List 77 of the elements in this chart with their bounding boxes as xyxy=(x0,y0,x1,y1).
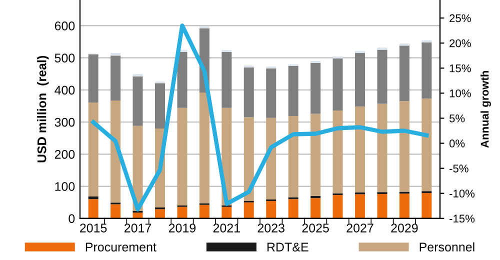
y2-tick-label: 20% xyxy=(450,39,471,48)
bar xyxy=(310,62,321,114)
bar xyxy=(110,100,121,203)
bar xyxy=(110,56,121,101)
bar xyxy=(155,209,165,218)
y-tick-label: 500 xyxy=(54,54,75,62)
bar xyxy=(177,52,188,108)
x-tick-label: 2015 xyxy=(80,224,107,232)
bar xyxy=(88,54,98,102)
y-tick-label: 100 xyxy=(55,182,75,191)
bar xyxy=(266,118,276,200)
bar xyxy=(177,108,188,206)
bar xyxy=(422,42,432,99)
bar xyxy=(199,204,210,218)
bar xyxy=(377,104,388,192)
x-tick-label: 2029 xyxy=(391,224,418,232)
bar xyxy=(399,46,410,102)
bar xyxy=(399,194,410,218)
bar xyxy=(288,116,298,198)
bar xyxy=(88,196,98,200)
y2-tick-label: -5% xyxy=(450,164,468,172)
bar xyxy=(355,52,365,107)
bar xyxy=(310,198,321,218)
bar xyxy=(377,194,388,218)
bar xyxy=(266,68,276,118)
legend-label: RDT&E xyxy=(267,242,308,252)
y2-tick-label: -15% xyxy=(450,214,475,223)
bar xyxy=(155,83,165,128)
y2-tick-label: 10% xyxy=(450,89,471,98)
bar xyxy=(288,66,298,116)
y2-tick-label: 5% xyxy=(449,114,465,122)
x-tick-label: 2025 xyxy=(302,224,329,232)
bar xyxy=(399,101,410,192)
y-tick-label: 600 xyxy=(54,21,75,30)
bar xyxy=(88,102,98,197)
legend-label: Personnel xyxy=(420,242,474,252)
bar xyxy=(288,199,298,218)
x-tick-label: 2023 xyxy=(258,224,284,232)
bar xyxy=(222,52,232,108)
y2-axis-title: Annual growth xyxy=(480,71,491,148)
bar xyxy=(132,76,143,126)
bar xyxy=(422,98,432,192)
line-series xyxy=(91,23,429,212)
y2-tick-label: -10% xyxy=(450,190,475,198)
y-tick-label: 300 xyxy=(54,118,75,127)
bar xyxy=(422,193,432,218)
y2-tick-label: 0% xyxy=(449,140,465,148)
y-tick-label: 200 xyxy=(54,150,75,159)
bar xyxy=(332,110,343,194)
bar xyxy=(110,204,121,218)
y-axis-title: USD million (real) xyxy=(37,56,49,162)
bar xyxy=(377,50,388,104)
y-tick-label: 400 xyxy=(54,86,75,95)
bar xyxy=(332,194,343,218)
legend-label: Procurement xyxy=(86,242,156,252)
y-tick-label: 0 xyxy=(68,214,75,224)
bar xyxy=(199,92,210,204)
bar xyxy=(132,74,143,76)
x-tick-label: 2017 xyxy=(124,224,152,232)
bar xyxy=(88,199,98,218)
bar xyxy=(310,114,321,196)
bar xyxy=(244,117,254,202)
bar xyxy=(355,194,365,218)
bar xyxy=(110,52,121,56)
bar xyxy=(266,201,276,218)
bar xyxy=(244,202,254,218)
bar xyxy=(222,206,232,218)
x-tick-label: 2027 xyxy=(346,224,374,232)
x-tick-label: 2021 xyxy=(213,224,240,232)
bar xyxy=(244,67,254,118)
x-tick-label: 2019 xyxy=(168,224,196,232)
bar xyxy=(332,58,343,110)
bar xyxy=(355,106,365,192)
y2-tick-label: 15% xyxy=(450,64,471,72)
bar xyxy=(132,212,143,218)
y2-tick-label: 25% xyxy=(450,14,471,22)
bar xyxy=(177,206,188,218)
